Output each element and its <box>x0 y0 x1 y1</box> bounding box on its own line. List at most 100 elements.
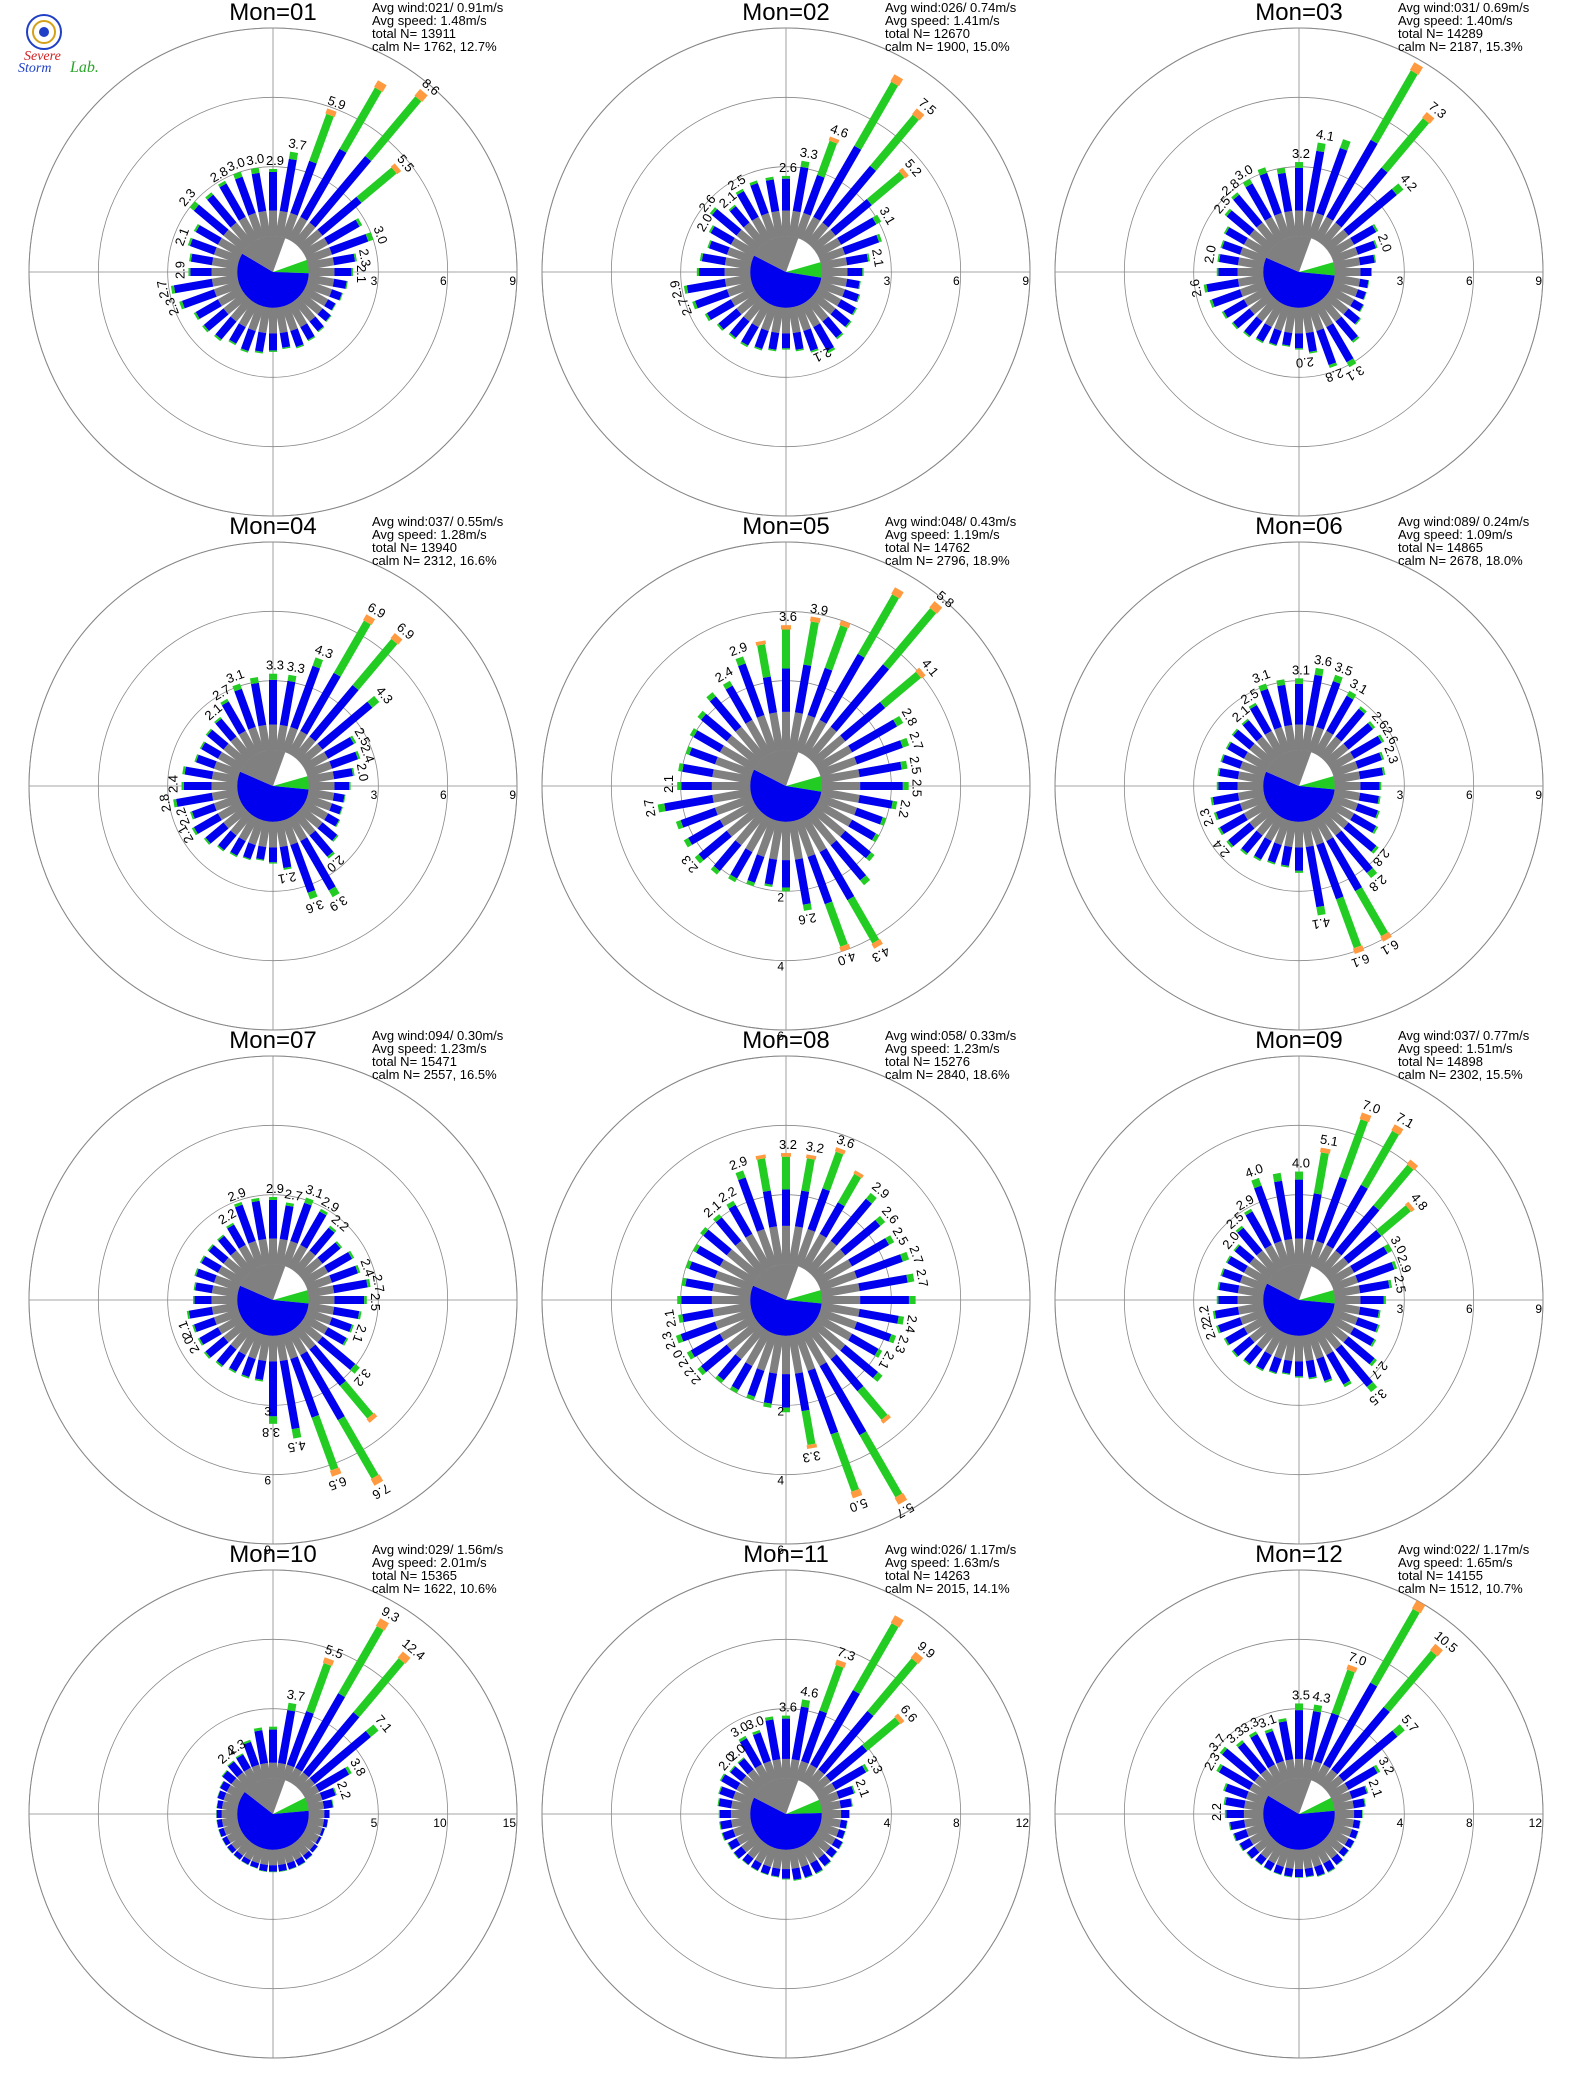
bar-270 <box>677 1296 751 1304</box>
stats-line: Avg speed: 1.09m/s <box>1398 527 1513 542</box>
stats-line: total N= 14289 <box>1398 26 1483 41</box>
bar-310 <box>1233 1244 1274 1280</box>
bar-gray-seg <box>811 1320 846 1351</box>
bar-green-seg <box>1367 280 1370 289</box>
bar-gray-seg <box>223 1822 241 1836</box>
bar-260 <box>1212 1302 1265 1320</box>
bar-green-seg <box>782 1878 790 1880</box>
bar-green-seg <box>1366 867 1378 879</box>
bar-gray-seg <box>736 1783 757 1800</box>
bar-green-seg <box>1358 1820 1361 1829</box>
bar-160 <box>1307 1846 1326 1877</box>
ring-tick-label: 2 <box>777 890 784 904</box>
bar-200 <box>760 1846 778 1876</box>
windrose-panel-11: 3.6 4.6 7.3 9.9 6.6 3.3 2.1 2.0 2.0 3.0 3.0 4 8 12 Mon… <box>513 1541 1039 2064</box>
bar-green-seg <box>229 851 238 858</box>
bar-90 <box>821 1296 916 1304</box>
bar-green-seg <box>719 1773 726 1782</box>
bar-green-seg <box>1370 1338 1377 1347</box>
bar-220 <box>1254 1839 1279 1866</box>
bar-80 <box>307 767 355 784</box>
bar-blue-seg <box>1350 1246 1388 1273</box>
bar-350 <box>249 677 271 752</box>
bar-green-seg <box>1362 1810 1363 1818</box>
bar-green-seg <box>908 1296 916 1304</box>
bar-value-label: 2.6 <box>797 910 817 928</box>
bar-green-seg <box>312 1846 319 1853</box>
bar-blue-seg <box>309 685 359 742</box>
bar-90 <box>309 782 351 790</box>
bar-blue-seg <box>682 763 714 778</box>
windrose-svg: 2.63.34.67.55.23.12.12.12.72.92.02.62.12… <box>541 0 1031 517</box>
bar-green-seg <box>269 673 277 680</box>
bar-blue-seg <box>698 830 732 861</box>
bar-green-seg <box>1370 1608 1420 1687</box>
bar-blue-seg <box>218 1827 227 1838</box>
bar-250 <box>218 1822 241 1838</box>
bar-gray-seg <box>307 1801 325 1812</box>
bar-280 <box>1217 253 1265 270</box>
panel-title: Mon=03 <box>1255 0 1342 26</box>
bar-orange-seg <box>910 1651 924 1665</box>
bar-blue-seg <box>1360 268 1372 276</box>
bar-green-seg <box>1268 342 1277 347</box>
bar-gray-seg <box>302 1265 329 1286</box>
bar-340 <box>735 1170 778 1268</box>
bar-green-seg <box>1216 1763 1223 1773</box>
bar-green-seg <box>1369 1358 1377 1367</box>
bar-value-label: 3.0 <box>225 154 247 174</box>
bar-gray-seg <box>307 274 335 287</box>
bar-270 <box>216 1810 238 1818</box>
bar-value-label: 3.1 <box>304 1181 326 1201</box>
bar-blue-seg <box>324 1810 330 1818</box>
bar-260 <box>678 1302 752 1323</box>
bar-blue-seg <box>1335 708 1365 742</box>
bar-10 <box>788 1154 817 1266</box>
bar-gray-seg <box>217 286 244 307</box>
bar-value-label: 4.1 <box>1315 126 1335 144</box>
bar-210 <box>228 301 259 346</box>
bar-gray-seg <box>238 815 259 842</box>
ring-tick-label: 3 <box>264 1404 271 1418</box>
bar-blue-seg <box>309 1843 318 1853</box>
bar-170 <box>275 820 292 870</box>
bar-gray-seg <box>782 1225 790 1264</box>
bar-80 <box>307 1278 371 1298</box>
bar-green-seg <box>287 1702 297 1712</box>
bar-blue-seg <box>807 667 833 718</box>
bar-320 <box>1235 1225 1279 1275</box>
bar-blue-seg <box>782 668 790 712</box>
bar-green-seg <box>1324 1378 1333 1383</box>
bar-blue-seg <box>848 1238 890 1267</box>
bar-value-label: 2.3 <box>162 296 182 318</box>
bar-gray-seg <box>305 1822 323 1836</box>
bar-blue-seg <box>290 1356 320 1418</box>
bar-gray-seg <box>1274 304 1291 332</box>
bar-green-seg <box>1377 796 1381 805</box>
bar-green-seg <box>366 1278 371 1288</box>
bar-110 <box>818 794 887 826</box>
bar-blue-seg <box>1352 1798 1365 1809</box>
bar-gray-seg <box>724 268 750 276</box>
bar-220 <box>215 1325 253 1368</box>
bar-30 <box>287 1618 389 1785</box>
bar-gray-seg <box>248 726 265 754</box>
bar-blue-seg <box>1249 705 1272 735</box>
bar-gray-seg <box>1239 1308 1267 1325</box>
bar-gray-seg <box>1328 800 1355 821</box>
bar-green-seg <box>343 794 346 803</box>
bar-green-seg <box>750 1866 758 1872</box>
bar-gray-seg <box>236 1772 253 1789</box>
bar-gray-seg <box>223 743 248 766</box>
bar-blue-seg <box>329 234 369 255</box>
bar-260 <box>1228 1816 1265 1831</box>
bar-gray-seg <box>761 212 778 240</box>
bar-blue-seg <box>1221 1268 1243 1283</box>
calm-pie-white <box>786 238 821 272</box>
bar-gray-seg <box>1244 1816 1265 1828</box>
bar-gray-seg <box>820 1283 860 1298</box>
bar-260 <box>1203 274 1265 293</box>
bar-gray-seg <box>243 1767 259 1785</box>
bar-0 <box>782 175 790 236</box>
